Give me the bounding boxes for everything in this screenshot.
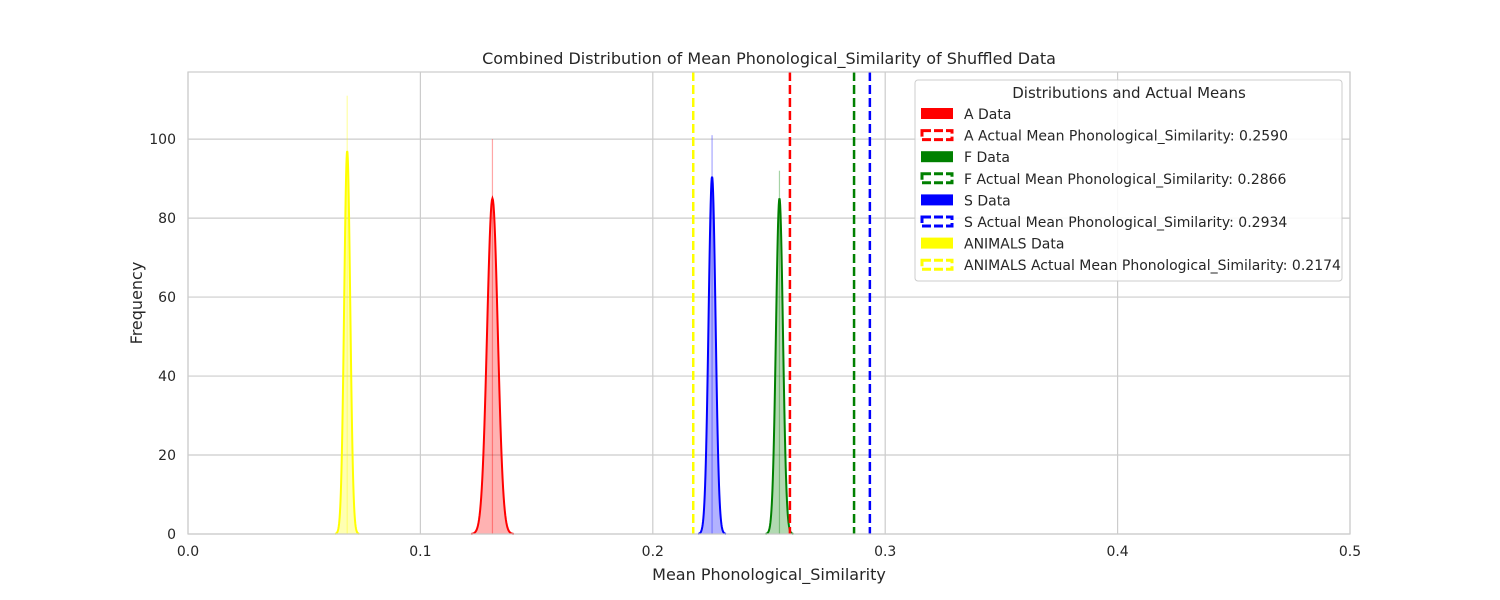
legend-swatch-f-data: [921, 151, 953, 163]
y-tick-label: 60: [158, 290, 176, 306]
kde-line-a: [470, 195, 514, 535]
y-tick-label: 80: [158, 211, 176, 227]
series-a: [470, 139, 514, 535]
legend-swatch-animals-data: [921, 237, 953, 249]
histogram-bar-a: [491, 139, 494, 534]
legend-label-s-mean: S Actual Mean Phonological_Similarity: 0…: [964, 215, 1287, 231]
histogram-bar-f: [778, 170, 781, 534]
series-f: [765, 170, 794, 535]
x-tick-label: 0.0: [177, 544, 199, 560]
x-axis-label: Mean Phonological_Similarity: [652, 565, 886, 585]
y-axis-ticks: 0 20 40 60 80 100: [149, 132, 176, 543]
kde-fill-s: [698, 176, 727, 534]
series-s: [697, 135, 727, 535]
legend-label-animals-data: ANIMALS Data: [964, 237, 1064, 253]
x-tick-label: 0.1: [409, 544, 431, 560]
legend-label-f-data: F Data: [964, 150, 1010, 166]
legend-label-animals-mean: ANIMALS Actual Mean Phonological_Similar…: [964, 258, 1341, 274]
kde-fill-animals: [335, 150, 360, 534]
legend-title: Distributions and Actual Means: [1012, 84, 1246, 102]
kde-line-s: [697, 176, 727, 535]
chart-title: Combined Distribution of Mean Phonologic…: [482, 49, 1056, 69]
series-animals: [334, 95, 360, 535]
kde-fill-a: [471, 198, 514, 535]
legend-swatch-s-data: [921, 194, 953, 206]
legend-label-f-mean: F Actual Mean Phonological_Similarity: 0…: [964, 172, 1287, 188]
legend-swatch-a-data: [921, 108, 953, 119]
x-tick-label: 0.3: [874, 544, 896, 560]
kde-fill-f: [765, 198, 794, 535]
y-tick-label: 20: [158, 448, 176, 464]
y-tick-label: 0: [167, 527, 176, 543]
y-tick-label: 40: [158, 369, 176, 385]
legend-label-a-mean: A Actual Mean Phonological_Similarity: 0…: [964, 129, 1288, 145]
legend-swatch-s-mean: [920, 215, 954, 228]
legend-swatch-animals-mean: [920, 258, 954, 271]
legend-entries: A Data A Actual Mean Phonological_Similar…: [920, 107, 1341, 274]
y-axis-label: Frequency: [127, 262, 146, 345]
kde-line-f: [765, 198, 794, 535]
mean-lines: [691, 72, 872, 534]
plot-frame: [187, 71, 1351, 535]
legend-label-a-data: A Data: [964, 107, 1011, 123]
series-layer: [334, 95, 794, 535]
x-tick-label: 0.4: [1106, 544, 1128, 560]
x-tick-label: 0.2: [642, 544, 664, 560]
legend: Distributions and Actual Means A Data A A…: [914, 79, 1343, 282]
x-axis-ticks: 0.0 0.1 0.2 0.3 0.4 0.5: [177, 544, 1361, 560]
x-tick-label: 0.5: [1339, 544, 1361, 560]
legend-label-s-data: S Data: [964, 193, 1011, 209]
legend-swatch-f-mean: [920, 172, 954, 185]
legend-swatch-a-mean: [920, 129, 954, 142]
legend-box: [914, 79, 1343, 282]
histogram-bar-s: [711, 135, 713, 534]
histogram-bar-animals: [346, 95, 348, 534]
y-tick-label: 100: [149, 132, 176, 148]
kde-line-animals: [334, 150, 360, 535]
